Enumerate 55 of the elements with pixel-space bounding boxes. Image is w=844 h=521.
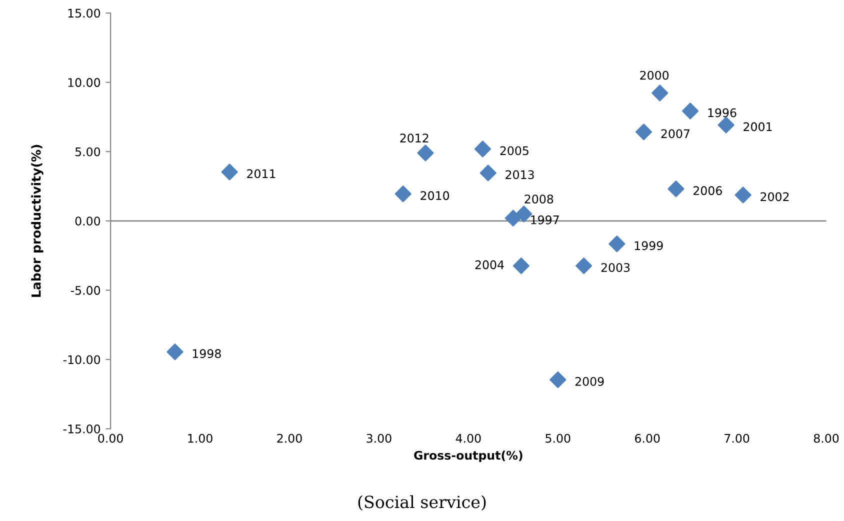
annotation: 2002 [760, 192, 789, 202]
y-tick-label: -5.00 [70, 286, 100, 295]
x-tick-label: 1.00 [188, 434, 212, 443]
point [504, 210, 522, 226]
annotation: 2008 [524, 194, 554, 204]
annotation: 2009 [575, 376, 604, 386]
point [635, 124, 652, 140]
point [166, 344, 184, 360]
x-tick-label: 8.00 [814, 434, 839, 443]
annotation: 2005 [500, 146, 528, 156]
y-tick-label: 5.00 [75, 147, 100, 156]
x-tick-label: 5.00 [546, 434, 570, 443]
annotation: 1997 [531, 215, 559, 224]
point [516, 206, 532, 222]
annotation: 2003 [601, 263, 630, 272]
x-tick-label: 2.00 [277, 434, 302, 443]
point [394, 186, 412, 202]
point [718, 116, 734, 134]
x-tick-label: 6.00 [635, 434, 660, 443]
annotation: 2012 [400, 134, 428, 143]
point [474, 140, 492, 158]
annotation: 2006 [694, 186, 722, 196]
x-tick-label: 0.00 [98, 434, 123, 443]
y-axis-title: Labor productivity(%) [31, 144, 44, 297]
point [417, 144, 434, 162]
annotation: 2001 [744, 122, 772, 132]
annotation: 1998 [192, 349, 221, 358]
point [480, 164, 496, 182]
point [550, 371, 566, 388]
point [668, 180, 684, 198]
y-tick-label: 10.00 [68, 78, 100, 87]
annotation: 2013 [506, 170, 534, 180]
text: (Social service) [358, 495, 486, 511]
point [652, 84, 668, 102]
point [512, 258, 530, 274]
annotation: 2010 [420, 191, 450, 200]
x-tick-label: 4.00 [456, 434, 481, 443]
y-tick-label: -15.00 [63, 424, 100, 434]
annotation: 1999 [634, 241, 663, 250]
point [608, 236, 626, 252]
point [734, 186, 752, 204]
annotation: 2007 [661, 129, 690, 138]
y-tick-label: 0.00 [75, 216, 100, 226]
x-axis-title: Gross-output(%) [414, 450, 522, 462]
annotation: 2004 [475, 260, 504, 270]
x-tick-label: 3.00 [366, 434, 392, 443]
annotation: 1996 [708, 108, 736, 118]
point [576, 258, 592, 274]
annotation: 2011 [247, 169, 276, 178]
annotation: 2000 [640, 70, 669, 80]
x-tick-label: 7.00 [724, 434, 750, 443]
point [221, 164, 238, 180]
point [682, 102, 699, 120]
y-tick-label: 15.00 [68, 8, 100, 18]
y-tick-label: -10.00 [63, 355, 100, 364]
